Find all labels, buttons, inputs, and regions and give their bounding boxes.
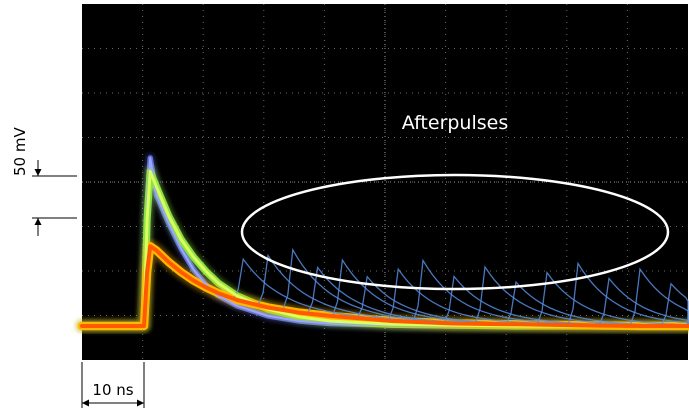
scale-arrowhead-left [82,399,89,407]
scale-arrowhead-down [34,169,42,176]
vertical-scale-label: 50 mV [11,127,29,176]
vertical-scale-bar: 50 mV [11,127,77,236]
trace-core [80,244,689,328]
horizontal-scale-label: 10 ns [92,381,133,399]
annotation-label: Afterpulses [402,112,509,134]
scale-arrowhead-up [34,218,42,225]
horizontal-scale-bar: 10 ns [81,362,145,408]
scale-arrowhead-right [137,399,144,407]
afterpulse-ellipse [240,173,670,291]
afterpulse-trace-highlight [412,259,577,325]
scope-grid [82,4,688,360]
trace-cores [80,157,689,328]
